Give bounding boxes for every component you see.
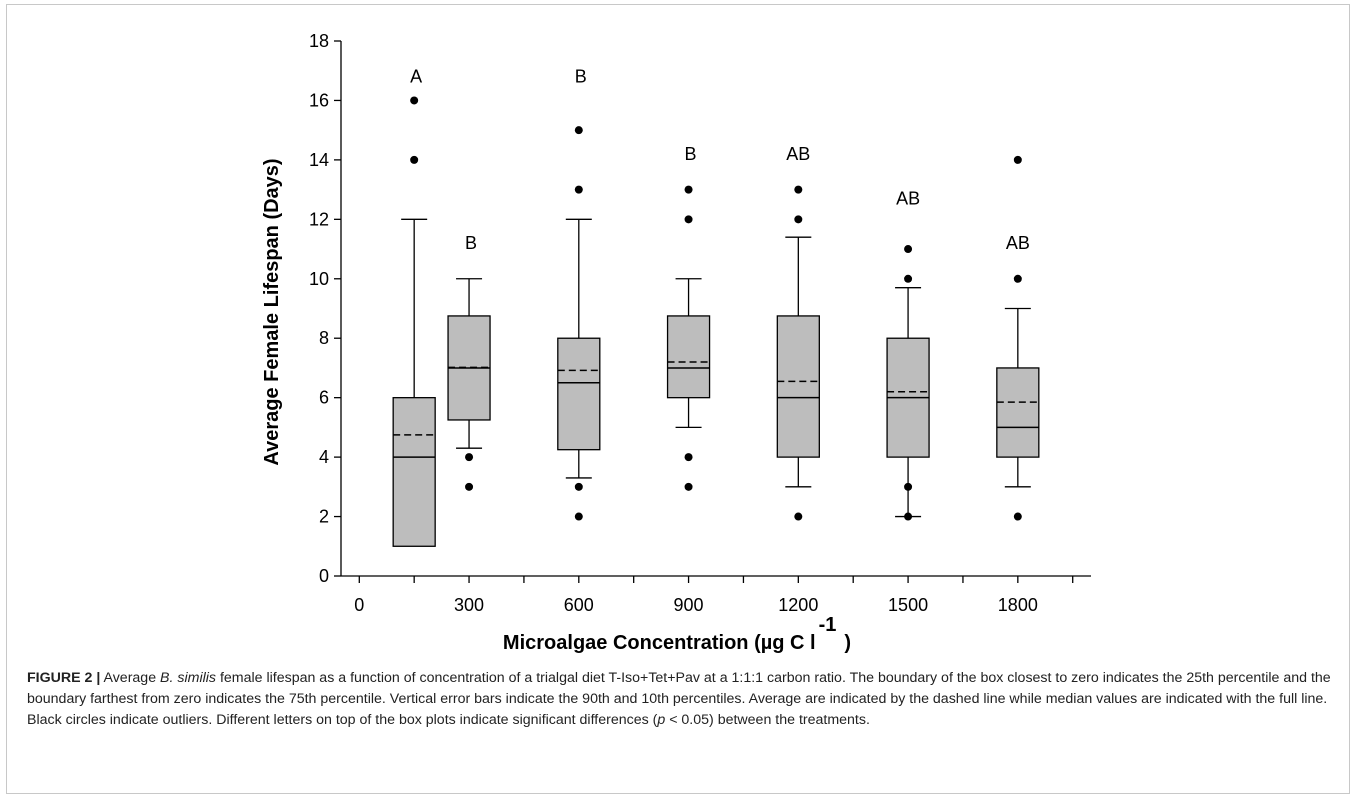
outlier-point [904,245,913,254]
figure-label: FIGURE 2 | [27,670,101,686]
figure-caption: FIGURE 2 | Average B. similis female lif… [27,668,1342,731]
outlier-point [465,482,474,491]
outlier-point [904,512,913,521]
y-tick-label: 0 [319,566,329,586]
box-plot: AB [996,155,1040,521]
x-tick-label: 300 [454,595,484,615]
y-tick-label: 6 [319,388,329,408]
outlier-point [794,512,803,521]
caption-segment: < 0.05) between the treatments. [665,712,870,728]
outlier-point [794,185,803,194]
x-tick-label: 0 [354,595,364,615]
x-tick-label: 600 [564,595,594,615]
outlier-point [684,482,693,491]
y-tick-label: 18 [309,31,329,51]
x-axis-title-close: ) [844,632,851,654]
significance-letter: B [685,144,697,164]
y-axis-title: Average Female Lifespan (Days) [261,158,283,465]
caption-segment: B. similis [160,670,216,686]
x-tick-label: 900 [674,595,704,615]
x-tick-label: 1800 [998,595,1038,615]
outlier-point [574,512,583,521]
significance-letter: B [465,233,477,253]
y-tick-label: 4 [319,447,329,467]
significance-letter: AB [1006,233,1030,253]
caption-segment: female lifespan as a function of concent… [27,670,1331,728]
y-tick-label: 8 [319,328,329,348]
box [996,367,1040,458]
y-tick-label: 2 [319,507,329,527]
outlier-point [684,185,693,194]
outlier-point [574,482,583,491]
outlier-point [684,453,693,462]
outlier-point [1013,512,1022,521]
box [666,315,711,399]
y-tick-label: 12 [309,209,329,229]
box [557,337,601,451]
x-tick-label: 1500 [888,595,928,615]
box-plot: AB [886,189,930,521]
outlier-point [574,126,583,135]
outlier-point [904,274,913,283]
box [392,397,436,547]
significance-letter: AB [786,144,810,164]
x-axis-title-superscript: -1 [819,614,837,636]
y-tick-label: 10 [309,269,329,289]
x-axis-title: Microalgae Concentration (µg C l-1) [503,614,851,654]
outlier-point [904,482,913,491]
outlier-point [684,215,693,224]
box-plot: A [392,67,436,547]
y-tick-label: 14 [309,150,329,170]
box-plot: AB [776,144,820,521]
box [776,315,820,458]
significance-letter: AB [896,189,920,209]
outlier-point [794,215,803,224]
caption-segment: Average [100,670,161,686]
x-tick-label: 1200 [778,595,818,615]
x-axis-title-main: Microalgae Concentration (µg C l [503,632,816,654]
outlier-point [574,185,583,194]
caption-segment: p [657,712,666,728]
outlier-point [465,453,474,462]
outlier-point [1013,155,1022,164]
outlier-point [1013,274,1022,283]
box-plot: B [557,67,601,521]
outlier-point [410,155,419,164]
box-plot: B [447,233,491,491]
axes: 0 2 4 6 8 10 12 14 16 18 0 300 600 900 1200 1500 1800 [309,31,1091,615]
y-tick-label: 16 [309,90,329,110]
box-plot: B [666,144,711,491]
outlier-point [410,96,419,105]
significance-letter: B [575,67,587,87]
significance-letter: A [410,67,422,87]
